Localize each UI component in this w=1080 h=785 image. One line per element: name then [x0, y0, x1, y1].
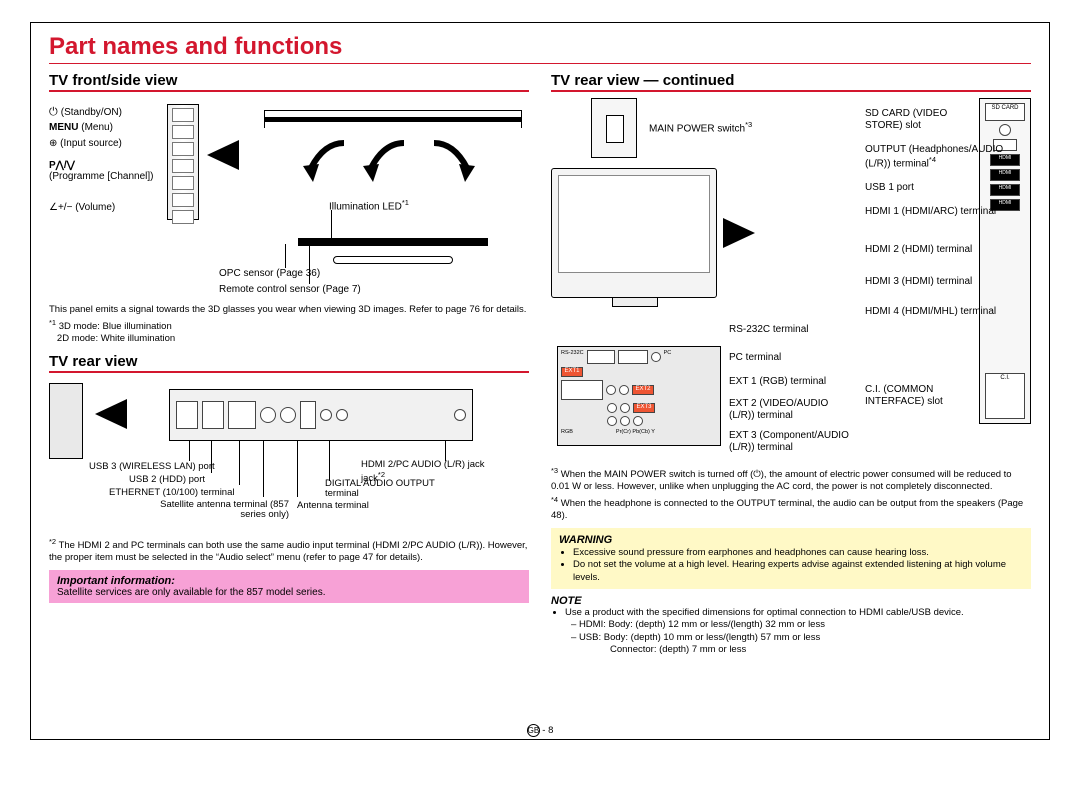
note-heading: NOTE [551, 595, 1031, 607]
warning-box: WARNING Excessive sound pressure from ea… [551, 528, 1031, 589]
header-front-side: TV front/side view [49, 72, 529, 92]
label-hdmi4: HDMI 4 (HDMI/MHL) terminal [865, 306, 1005, 318]
label-ext2: EXT 2 (VIDEO/AUDIO (L/R)) terminal [729, 398, 849, 421]
tv-back: AQUOS [551, 168, 717, 298]
front-side-diagram: ⏻ (Standby/ON) MENU (Menu) ⊕ (Input sour… [49, 98, 529, 298]
page-footer: GB - 8 [31, 724, 1049, 737]
label-standby: ⏻ (Standby/ON) [49, 106, 122, 119]
label-output: OUTPUT (Headphones/AUDIO (L/R)) terminal… [865, 144, 1025, 169]
note-block: NOTE Use a product with the specified di… [551, 595, 1031, 656]
side-button-panel [167, 104, 199, 220]
important-heading: Important information: [57, 575, 521, 587]
curve-arrow-3 [429, 138, 479, 188]
important-box: Important information: Satellite service… [49, 570, 529, 603]
label-programme: P⋀/⋁(Programme [Channel]) [49, 160, 153, 182]
label-pc: PC terminal [729, 352, 781, 363]
arrow-big-3-icon [723, 218, 755, 248]
right-column: TV rear view — continued MAIN POWER swit… [551, 72, 1031, 657]
footnote-2: *2 The HDMI 2 and PC terminals can both … [49, 537, 529, 564]
label-usb3: USB 3 (WIRELESS LAN) port [89, 461, 215, 472]
note-sub-connector: Connector: (depth) 7 mm or less [610, 644, 1031, 656]
arrow-big-icon [207, 140, 239, 170]
rear-diagram: USB 3 (WIRELESS LAN) port USB 2 (HDD) po… [49, 379, 529, 529]
label-opc: OPC sensor (Page 36) [219, 268, 320, 279]
label-hdmi1: HDMI 1 (HDMI/ARC) terminal [865, 206, 1005, 218]
footnote-4: *4 When the headphone is connected to th… [551, 495, 1031, 522]
tv-top-bezel [264, 110, 522, 128]
note-sub-usb: USB: Body: (depth) 10 mm or less/(length… [571, 632, 1031, 644]
footnote-1: *1 3D mode: Blue illumination 2D mode: W… [49, 318, 529, 345]
label-mainpower: MAIN POWER switch*3 [649, 120, 752, 134]
label-hdmi3: HDMI 3 (HDMI) terminal [865, 276, 972, 287]
page-frame: Part names and functions TV front/side v… [30, 22, 1050, 740]
header-rear-continued: TV rear view — continued [551, 72, 1031, 92]
label-illumination-led: Illumination LED*1 [329, 198, 409, 212]
warning-heading: WARNING [559, 533, 1023, 547]
main-power-switch [591, 98, 637, 158]
label-usb2: USB 2 (HDD) port [129, 474, 205, 485]
curve-arrow-2 [359, 138, 409, 188]
label-ext1: EXT 1 (RGB) terminal [729, 376, 826, 387]
label-sat: Satellite antenna terminal (857 series o… [149, 500, 289, 521]
label-volume: ∠+/− (Volume) [49, 202, 115, 213]
footnote-3: *3 When the MAIN POWER switch is turned … [551, 466, 1031, 493]
warning-item-2: Do not set the volume at a high level. H… [573, 559, 1023, 584]
label-ant: Antenna terminal [297, 500, 369, 511]
note-item: Use a product with the specified dimensi… [565, 607, 1031, 656]
note-sub-hdmi: HDMI: Body: (depth) 12 mm or less/(lengt… [571, 619, 1031, 631]
label-input: ⊕ (Input source) [49, 138, 122, 149]
arrow-big-2-icon [95, 399, 127, 429]
label-rs232: RS-232C terminal [729, 324, 808, 335]
left-column: TV front/side view ⏻ (Standby/ON) MENU (… [49, 72, 529, 657]
header-rear-view: TV rear view [49, 353, 529, 373]
label-hdmi2pc: HDMI 2/PC AUDIO (L/R) jackjack*2 [361, 459, 485, 484]
label-ext3: EXT 3 (Component/AUDIO (L/R)) terminal [729, 430, 849, 453]
port-row [169, 389, 473, 441]
rear-continued-diagram: MAIN POWER switch*3 AQUOS SD CARD HDMI H… [551, 98, 1031, 458]
panel-3d-note: This panel emits a signal towards the 3D… [49, 304, 529, 316]
label-usb1: USB 1 port [865, 182, 914, 193]
label-eth: ETHERNET (10/100) terminal [109, 487, 234, 498]
bottom-ports: RS-232CPC EXT1 EXT2 EXT3 RGBPr(Cr) Pb(Cb… [557, 346, 721, 446]
warning-item-1: Excessive sound pressure from earphones … [573, 547, 1023, 559]
two-column-layout: TV front/side view ⏻ (Standby/ON) MENU (… [49, 72, 1031, 657]
main-title: Part names and functions [49, 33, 1031, 64]
important-text: Satellite services are only available fo… [57, 587, 521, 598]
curve-arrow-1 [299, 138, 349, 188]
tv-stand [264, 238, 522, 264]
label-sdcard: SD CARD (VIDEO STORE) slot [865, 108, 975, 131]
label-menu: MENU (Menu) [49, 122, 113, 133]
label-hdmi2: HDMI 2 (HDMI) terminal [865, 244, 972, 255]
label-remote: Remote control sensor (Page 7) [219, 284, 361, 295]
label-ci: C.I. (COMMON INTERFACE) slot [865, 384, 985, 407]
rear-fragment [49, 383, 83, 459]
